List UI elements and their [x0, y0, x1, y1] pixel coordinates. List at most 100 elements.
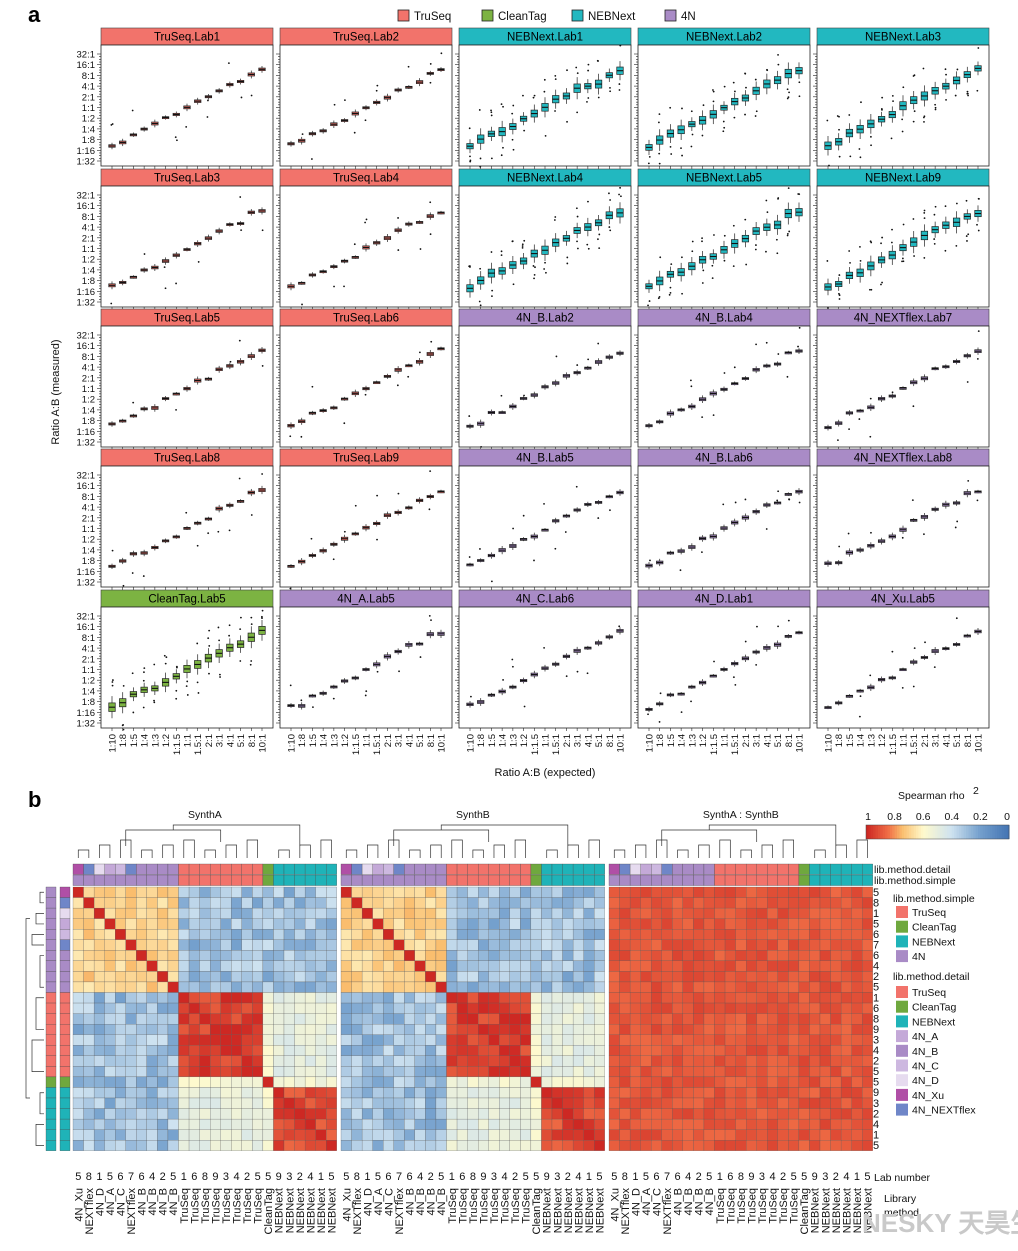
heatmap-cell	[252, 918, 264, 930]
dendrogram-branch	[162, 844, 174, 858]
heatmap-cell	[146, 950, 158, 961]
legend-swatch-CleanTag	[481, 9, 494, 22]
heatmap-cell	[326, 939, 337, 951]
heatmap-cell	[594, 939, 605, 951]
heatmap-cell	[425, 939, 437, 951]
lab-number-label: 1	[318, 1171, 324, 1183]
annotation-detail-cell	[93, 863, 105, 875]
heatmap-cell	[672, 918, 683, 930]
heatmap-cell	[351, 939, 363, 951]
heatmap-cell	[83, 1087, 95, 1099]
heatmap-cell	[146, 1118, 158, 1130]
heatmap-cell	[220, 1002, 232, 1014]
heatmap-cell	[562, 1129, 574, 1141]
heatmap-cell	[146, 1087, 158, 1099]
heatmap-cell	[446, 960, 458, 972]
heatmap-cell	[414, 1055, 426, 1067]
outlier-point	[838, 155, 841, 158]
legend-swatch-NEBNext	[571, 9, 584, 22]
y-tick-label: 2:1	[82, 233, 95, 244]
heatmap-cell	[435, 1140, 447, 1151]
outlier-point	[131, 672, 134, 675]
heatmap-cell	[157, 897, 169, 909]
outlier-point	[881, 281, 883, 284]
outlier-point	[766, 68, 768, 71]
outlier-point	[647, 304, 649, 307]
outlier-point	[554, 78, 557, 81]
heatmap-cell	[262, 897, 274, 909]
outlier-point	[912, 685, 915, 688]
outlier-point	[689, 379, 692, 382]
outlier-point	[744, 72, 746, 75]
outlier-point	[849, 155, 852, 158]
heatmap-cell	[746, 950, 757, 961]
heatmap-cell	[241, 1108, 253, 1120]
heatmap-cell	[178, 1129, 190, 1141]
outlier-point	[522, 514, 525, 517]
heatmap-cell	[383, 918, 394, 930]
heatmap-cell	[640, 950, 652, 961]
heatmap-cell	[404, 950, 415, 961]
heatmap-cell	[551, 960, 563, 972]
heatmap-cell	[326, 918, 337, 930]
heatmap-cell	[509, 1066, 521, 1078]
outlier-point	[500, 154, 503, 157]
heatmap-cell	[72, 1097, 84, 1109]
heatmap-cell	[393, 1140, 405, 1151]
heatmap-cell	[351, 929, 363, 940]
lab-number-label: 8	[86, 1171, 92, 1183]
outlier-point	[521, 246, 524, 249]
heatmap-cell	[188, 1087, 200, 1099]
heatmap-cell	[199, 1013, 211, 1025]
outlier-point	[902, 223, 905, 226]
heatmap-cell	[840, 918, 852, 930]
heatmap-cell	[414, 907, 426, 919]
heatmap-cell	[220, 1013, 232, 1025]
x-tick-label: 1:4	[498, 734, 509, 747]
heatmap-cell	[456, 897, 468, 909]
heatmap-cell	[262, 1118, 274, 1130]
outlier-point	[755, 343, 757, 346]
heatmap-cell	[499, 1108, 510, 1120]
outlier-point	[490, 580, 493, 583]
heatmap-cell	[210, 1118, 221, 1130]
heatmap-cell	[520, 1055, 532, 1067]
dendrogram-branch	[782, 839, 794, 858]
heatmap-cell	[315, 897, 327, 909]
heatmap-cell	[220, 886, 232, 898]
facet-TruSeq.Lab8: TruSeq.Lab832:116:18:14:12:11:11:21:41:8…	[77, 448, 274, 590]
heatmap-cell	[651, 897, 662, 909]
method-label: TruSeq	[478, 1188, 490, 1224]
heatmap-cell	[210, 1045, 221, 1056]
heatmap-cell	[340, 939, 352, 951]
heatmap-cell	[530, 1076, 542, 1088]
heatmap-cell	[651, 950, 662, 961]
heatmap-cell	[756, 929, 768, 940]
heatmap-cell	[104, 1076, 116, 1088]
outlier-point	[609, 509, 611, 512]
heatmap-cell	[435, 992, 447, 1004]
heatmap-cell	[220, 1118, 232, 1130]
outlier-point	[186, 680, 189, 683]
facet-NEBNext.Lab4: NEBNext.Lab4	[455, 168, 632, 310]
heatmap-cell	[361, 1129, 373, 1141]
outlier-point	[533, 94, 536, 97]
heatmap-cell	[383, 1066, 394, 1078]
heatmap-cell	[456, 960, 468, 972]
heatmap-cell	[830, 918, 842, 930]
heatmap-cell	[125, 1055, 137, 1067]
heatmap-cell	[220, 1066, 232, 1078]
heatmap-cell	[304, 907, 316, 919]
heatmap-cell	[488, 971, 500, 983]
heatmap-cell	[146, 1045, 158, 1056]
heatmap-cell	[809, 886, 821, 898]
outlier-point	[543, 268, 546, 270]
heatmap-cell	[488, 1108, 500, 1120]
heatmap-cell	[478, 929, 489, 940]
heatmap-cell	[351, 1024, 363, 1035]
heatmap-cell	[252, 1066, 264, 1078]
outlier-point	[681, 256, 683, 259]
outlier-point	[912, 405, 915, 408]
heatmap-cell	[283, 1129, 295, 1141]
lab-number-label: 2	[244, 1171, 250, 1183]
